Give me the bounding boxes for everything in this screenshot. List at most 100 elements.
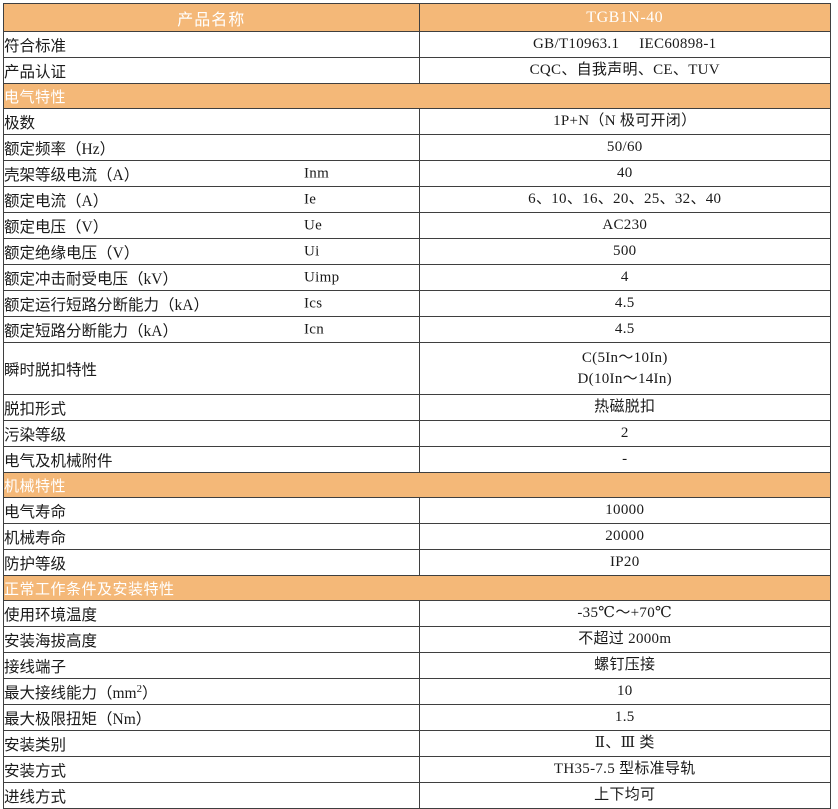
spec-name-cell: 电气及机械附件 (3, 446, 420, 473)
spec-name-label: 最大接线能力（mm2） (4, 682, 158, 702)
section-header-row: 正常工作条件及安装特性 (3, 575, 831, 601)
table-row: 脱扣形式 热磁脱扣 (3, 394, 831, 421)
spec-name-label: 额定冲击耐受电压（kV） (4, 270, 178, 288)
spec-value-cell: 10 (418, 678, 831, 705)
spec-name-label: 污染等级 (4, 426, 67, 444)
spec-name-cell: 安装海拔高度 (3, 626, 420, 653)
spec-value-text: TH35-7.5 型标准导轨 (553, 761, 696, 778)
spec-name-cell: 极数 (3, 108, 420, 135)
spec-value-text: Ⅱ、Ⅲ 类 (594, 735, 655, 752)
spec-value-cell: 4 (418, 264, 831, 291)
spec-name-cell: 使用环境温度 (3, 600, 420, 627)
spec-name-cell: 最大极限扭矩（Nm） (3, 704, 420, 731)
table-header-row: 产品名称 TGB1N-40 (3, 3, 831, 32)
table-row: 产品认证 CQC、自我声明、CE、TUV (3, 57, 831, 84)
spec-value-text: 6、10、16、20、25、32、40 (528, 191, 722, 208)
table-row: 额定短路分断能力（kA） Icn 4.5 (3, 316, 831, 343)
spec-name-cell: 防护等级 (3, 549, 420, 576)
spec-value-text: 10000 (605, 502, 645, 519)
spec-value-cell: 上下均可 (418, 782, 831, 809)
spec-name-cell: 进线方式 (3, 782, 420, 809)
spec-value-line: IEC60898-1 (639, 36, 717, 53)
spec-name-cell: 产品认证 (3, 57, 420, 84)
spec-name-label: 额定短路分断能力（kA） (4, 322, 178, 340)
spec-name-cell: 额定频率（Hz） (3, 134, 420, 161)
spec-value-cell: TH35-7.5 型标准导轨 (418, 756, 831, 783)
spec-value-cell: IP20 (418, 549, 831, 576)
section-header-label: 机械特性 (3, 472, 831, 498)
spec-value-text: CQC、自我声明、CE、TUV (529, 62, 720, 79)
spec-name-label: 脱扣形式 (4, 400, 67, 418)
spec-value-text: 热磁脱扣 (594, 399, 656, 416)
spec-value-cell: 50/60 (418, 134, 831, 161)
spec-value-cell: 10000 (418, 497, 831, 524)
spec-value-cell: 热磁脱扣 (418, 394, 831, 421)
spec-name-label: 安装海拔高度 (4, 632, 98, 650)
spec-name-label: 使用环境温度 (4, 606, 98, 624)
spec-name-label: 壳架等级电流（A） (4, 166, 140, 184)
spec-symbol-label: Ui (304, 243, 320, 259)
spec-name-cell: 接线端子 (3, 652, 420, 679)
spec-symbol-label: Ics (304, 295, 323, 311)
spec-name-cell: 壳架等级电流（A） Inm (3, 160, 420, 187)
table-row: 额定频率（Hz） 50/60 (3, 134, 831, 161)
spec-name-label: 额定电流（A） (4, 192, 109, 210)
spec-name-label: 最大极限扭矩（Nm） (4, 710, 152, 728)
table-row: 进线方式 上下均可 (3, 782, 831, 809)
spec-value-cell: 螺钉压接 (418, 652, 831, 679)
spec-value-cell: 1P+N（N 极可开闭） (418, 108, 831, 135)
spec-name-label: 额定运行短路分断能力（kA） (4, 296, 209, 314)
spec-value-text: 4.5 (614, 295, 635, 312)
spec-name-label: 安装类别 (4, 736, 67, 754)
spec-name-cell: 额定运行短路分断能力（kA） Ics (3, 290, 420, 317)
spec-name-label: 额定电压（V） (4, 218, 109, 236)
spec-value-text: 4 (620, 269, 629, 286)
table-row: 安装海拔高度 不超过 2000m (3, 626, 831, 653)
table-row: 极数 1P+N（N 极可开闭） (3, 108, 831, 135)
spec-value-cell: GB/T10963.1 IEC60898-1 (418, 31, 831, 58)
spec-value-text: -35℃～+70℃ (577, 605, 673, 622)
spec-value-text: 10 (616, 683, 633, 700)
spec-value-line: C(5In～10In) (581, 350, 668, 367)
spec-name-cell: 安装类别 (3, 730, 420, 757)
spec-symbol-label: Ie (304, 191, 317, 207)
spec-name-cell: 额定电流（A） Ie (3, 186, 420, 213)
spec-name-label: 产品认证 (4, 63, 67, 81)
spec-name-label: 接线端子 (4, 658, 67, 676)
spec-value-cell: 1.5 (418, 704, 831, 731)
spec-value-text: IP20 (609, 554, 640, 571)
spec-value-cell: 20000 (418, 523, 831, 550)
spec-value-cell: 4.5 (418, 290, 831, 317)
table-row: 最大接线能力（mm2） 10 (3, 678, 831, 705)
spec-value-text: 螺钉压接 (594, 657, 656, 674)
spec-value-cell: Ⅱ、Ⅲ 类 (418, 730, 831, 757)
table-row: 额定运行短路分断能力（kA） Ics 4.5 (3, 290, 831, 317)
spec-symbol-label: Icn (304, 321, 325, 337)
section-header-label: 正常工作条件及安装特性 (3, 575, 831, 601)
spec-name-label: 进线方式 (4, 788, 67, 806)
table-row: 额定电流（A） Ie 6、10、16、20、25、32、40 (3, 186, 831, 213)
spec-name-label: 额定频率（Hz） (4, 140, 116, 158)
table-row: 壳架等级电流（A） Inm 40 (3, 160, 831, 187)
spec-value-text: - (622, 451, 628, 468)
spec-value-cell: C(5In～10In) D(10In～14In) (418, 342, 831, 395)
table-row: 防护等级 IP20 (3, 549, 831, 576)
spec-symbol-label: Ue (304, 217, 323, 233)
table-row: 接线端子 螺钉压接 (3, 652, 831, 679)
spec-name-cell: 机械寿命 (3, 523, 420, 550)
spec-name-label: 符合标准 (4, 37, 67, 55)
spec-name-cell: 额定冲击耐受电压（kV） Uimp (3, 264, 420, 291)
spec-value-cell: 6、10、16、20、25、32、40 (418, 186, 831, 213)
spec-value-text: 不超过 2000m (578, 631, 672, 648)
table-row: 使用环境温度 -35℃～+70℃ (3, 600, 831, 627)
spec-value-text: 1P+N（N 极可开闭） (553, 113, 697, 130)
spec-name-cell: 瞬时脱扣特性 (3, 342, 420, 395)
section-header-label: 电气特性 (3, 83, 831, 109)
spec-value-cell: 不超过 2000m (418, 626, 831, 653)
spec-name-cell: 最大接线能力（mm2） (3, 678, 420, 705)
spec-value-text: 50/60 (606, 139, 643, 156)
spec-value-cell: 4.5 (418, 316, 831, 343)
spec-value-text: AC230 (602, 217, 648, 234)
spec-value-cell: 2 (418, 420, 831, 447)
header-product-name: 产品名称 (3, 3, 420, 32)
